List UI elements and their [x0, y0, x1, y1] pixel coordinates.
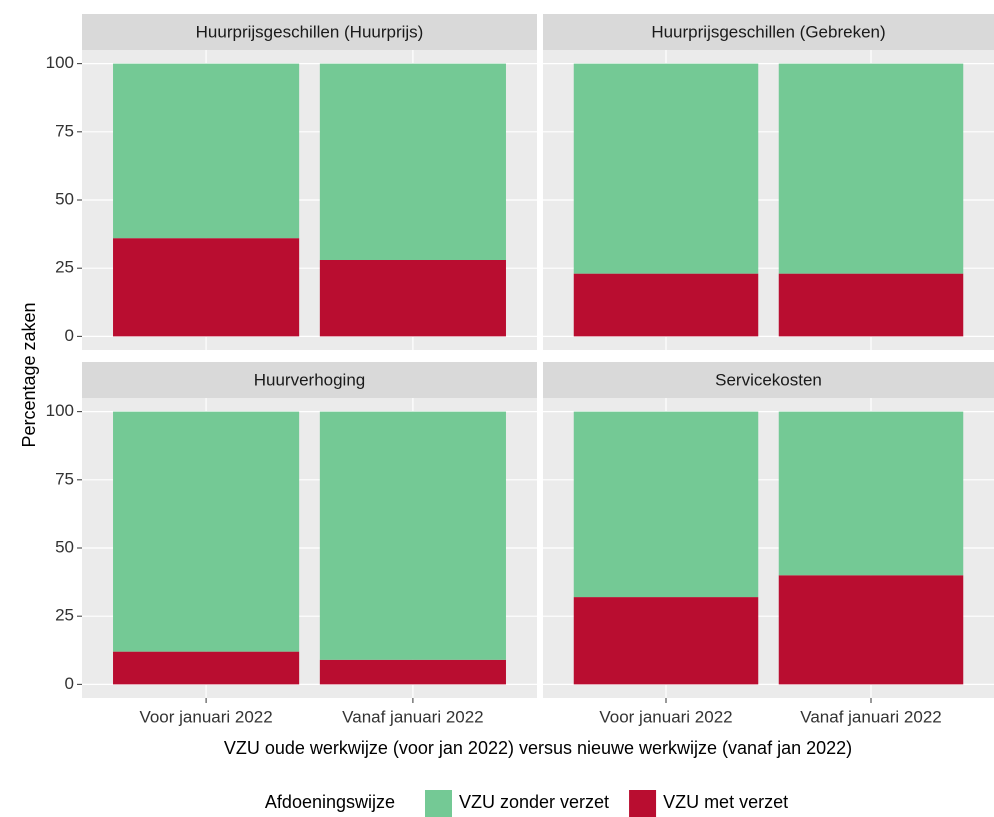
legend-key [425, 790, 452, 817]
strip [543, 14, 994, 50]
x-tick-label: Vanaf januari 2022 [342, 707, 483, 726]
bar-segment [573, 597, 759, 685]
x-tick-label: Vanaf januari 2022 [800, 707, 941, 726]
bar-segment [319, 63, 506, 260]
y-tick-label: 0 [65, 674, 74, 693]
y-tick-label: 25 [55, 258, 74, 277]
bar-segment [113, 411, 300, 652]
y-tick-label: 75 [55, 469, 74, 488]
legend-label: VZU zonder verzet [459, 792, 609, 812]
bar-segment [319, 411, 506, 660]
y-tick-label: 100 [46, 53, 74, 72]
y-tick-label: 75 [55, 121, 74, 140]
strip [543, 362, 994, 398]
strip-title: Huurprijsgeschillen (Gebreken) [651, 22, 885, 41]
y-tick-label: 0 [65, 326, 74, 345]
y-tick-label: 100 [46, 401, 74, 420]
bar-segment [319, 659, 506, 685]
x-tick-label: Voor januari 2022 [139, 707, 272, 726]
legend-label: VZU met verzet [663, 792, 788, 812]
strip [82, 14, 537, 50]
bar-segment [778, 575, 964, 685]
x-tick-label: Voor januari 2022 [599, 707, 732, 726]
bar-segment [573, 411, 759, 598]
bar-segment [573, 273, 759, 337]
bar-segment [319, 260, 506, 337]
y-tick-label: 50 [55, 537, 74, 556]
bar-segment [113, 63, 300, 239]
bar-segment [113, 238, 300, 337]
y-tick-label: 25 [55, 606, 74, 625]
strip-title: Huurverhoging [254, 370, 366, 389]
bar-segment [778, 411, 964, 576]
x-axis-label: VZU oude werkwijze (voor jan 2022) versu… [224, 738, 852, 758]
bar-segment [573, 63, 759, 274]
y-axis-label: Percentage zaken [19, 302, 39, 447]
strip [82, 362, 537, 398]
strip-title: Huurprijsgeschillen (Huurprijs) [196, 22, 424, 41]
bar-segment [778, 63, 964, 274]
bar-segment [113, 651, 300, 685]
legend-title: Afdoeningswijze [265, 792, 395, 812]
legend-key [629, 790, 657, 817]
strip-title: Servicekosten [715, 370, 822, 389]
y-tick-label: 50 [55, 189, 74, 208]
bar-segment [778, 273, 964, 337]
